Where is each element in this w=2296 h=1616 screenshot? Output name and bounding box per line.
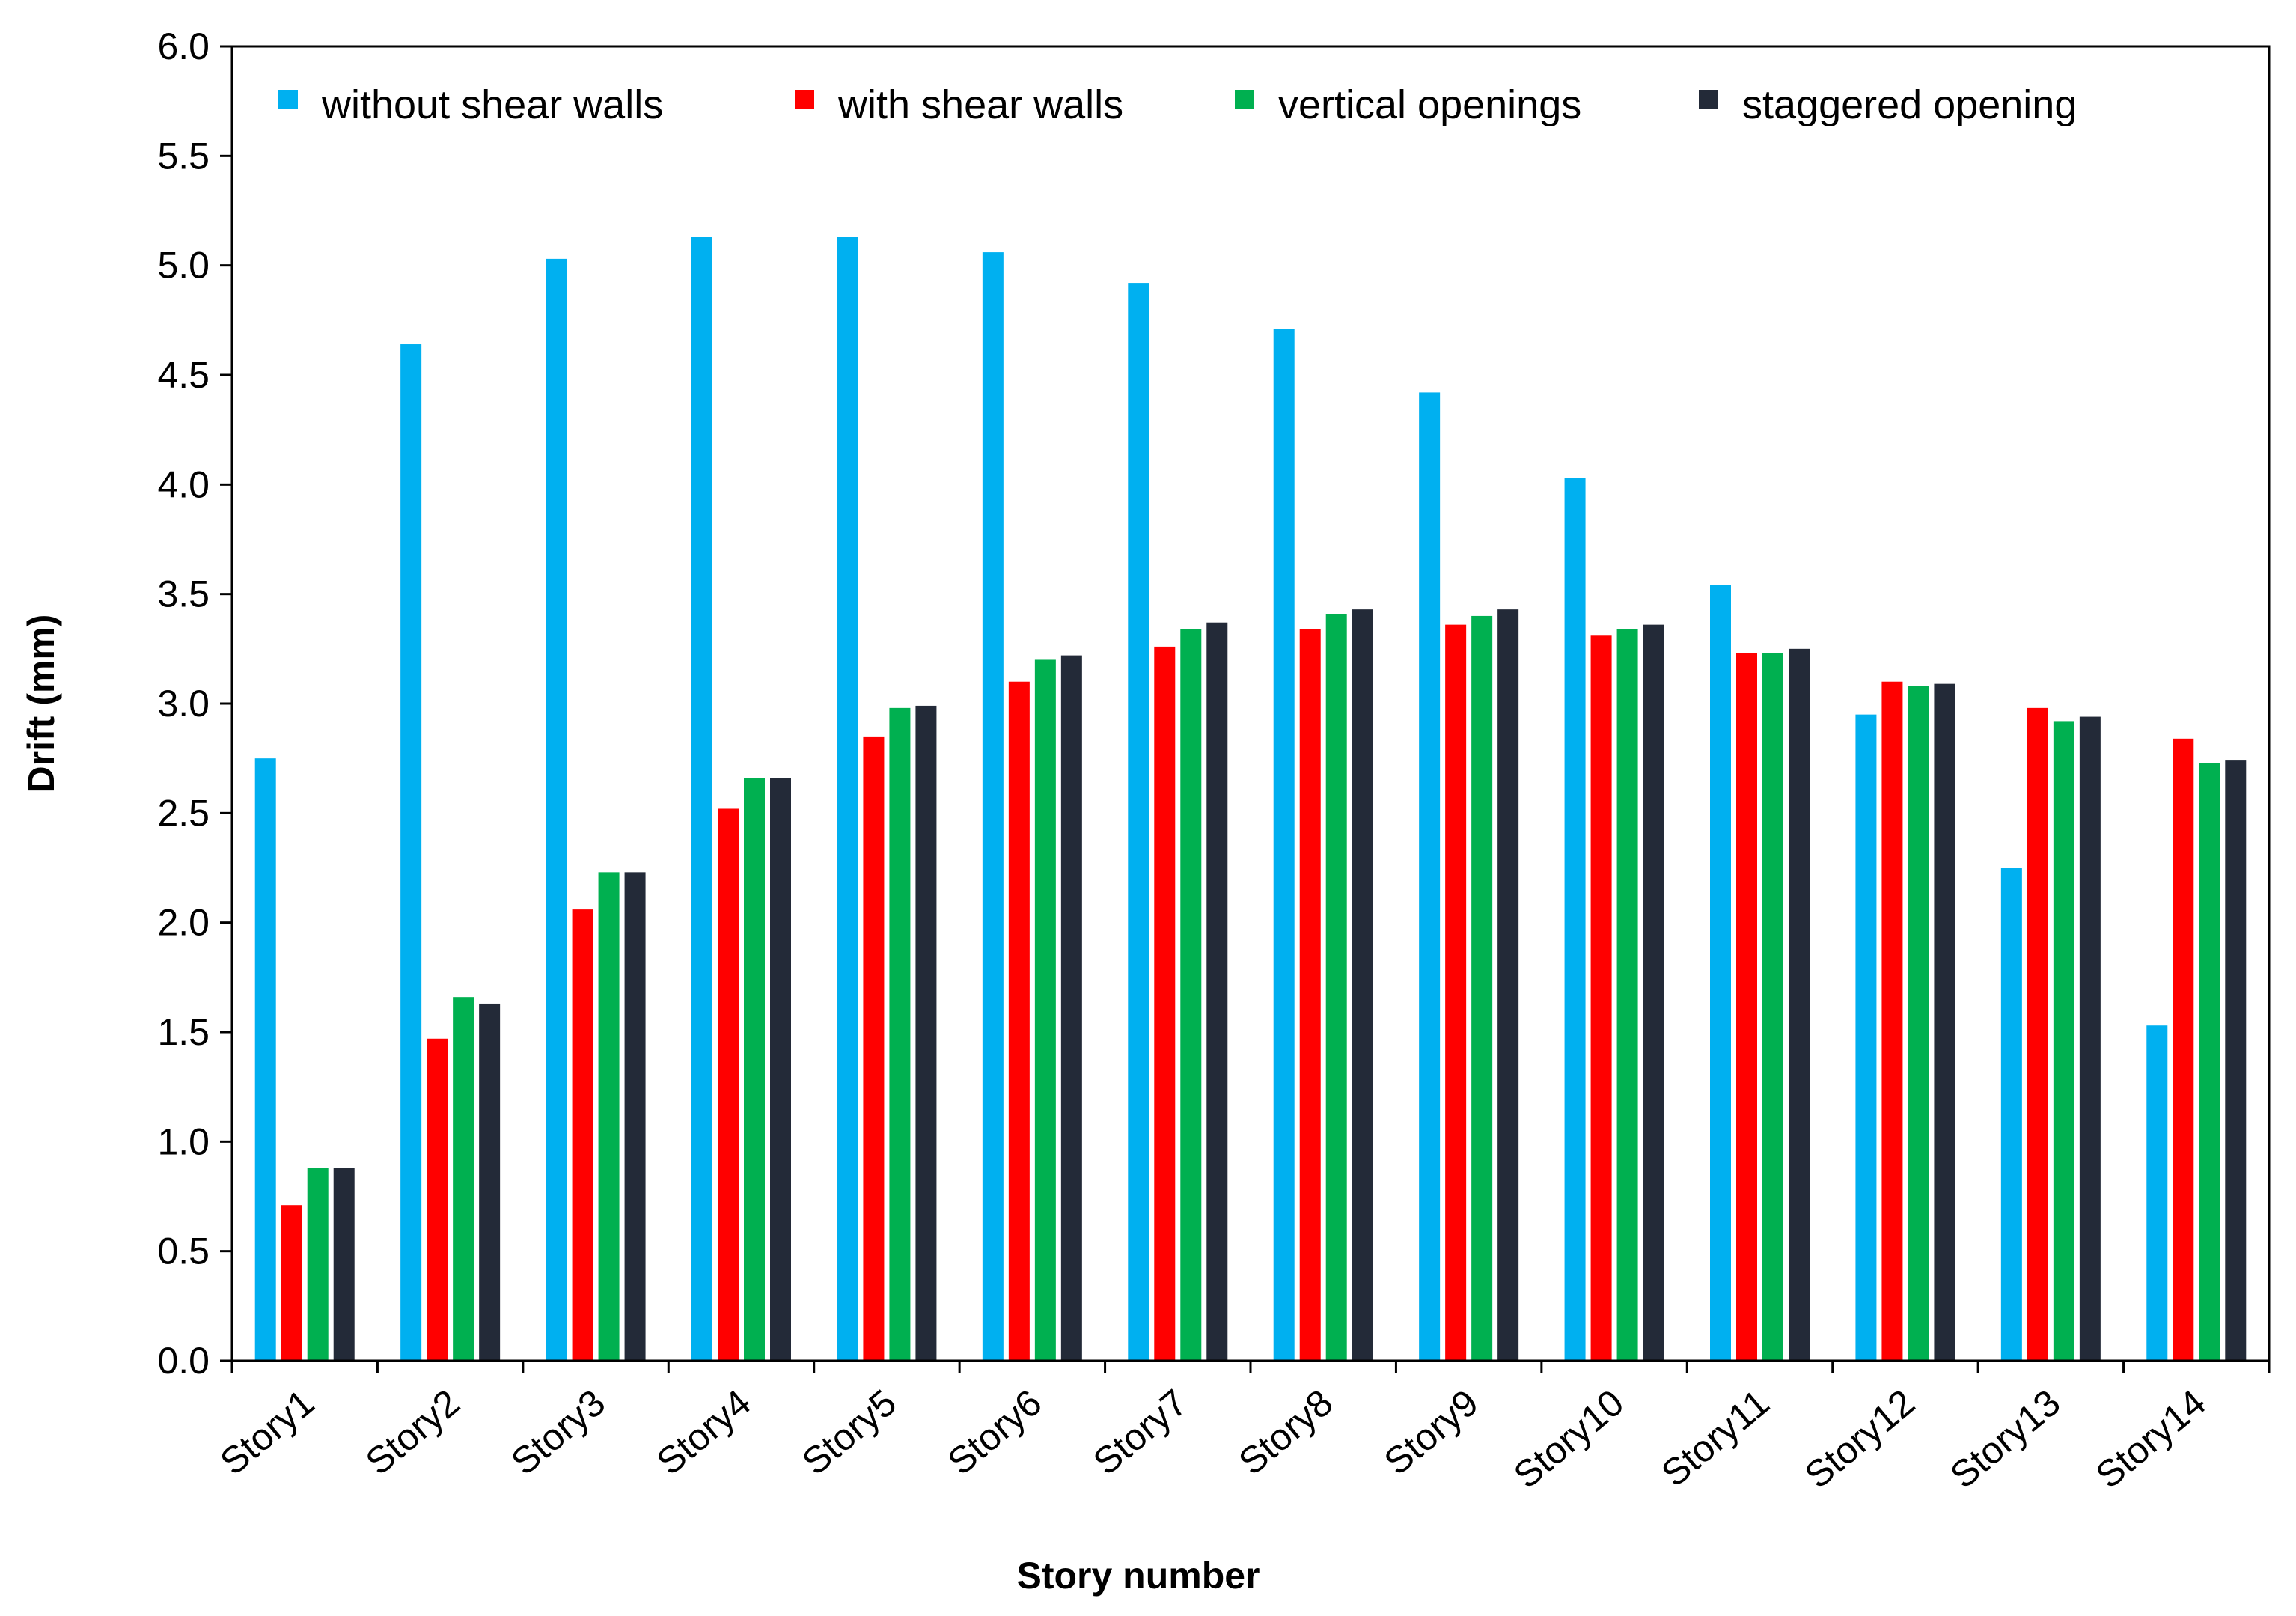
bar-with-shear-walls-story13 bbox=[2027, 707, 2048, 1361]
bar-with-shear-walls-story5 bbox=[863, 736, 885, 1361]
bar-vertical-openings-story1 bbox=[307, 1168, 329, 1361]
bar-without-shear-walls-story12 bbox=[1855, 714, 1877, 1361]
bar-vertical-openings-story6 bbox=[1034, 659, 1056, 1361]
bar-with-shear-walls-story10 bbox=[1590, 635, 1612, 1361]
bar-without-shear-walls-story3 bbox=[546, 258, 567, 1361]
legend-label: vertical openings bbox=[1278, 82, 1581, 127]
legend-swatch bbox=[278, 90, 298, 109]
bar-with-shear-walls-story12 bbox=[1881, 681, 1903, 1361]
bar-staggered-opening-story3 bbox=[624, 872, 646, 1361]
bar-staggered-opening-story13 bbox=[2079, 716, 2101, 1361]
bar-staggered-opening-story12 bbox=[1934, 683, 1955, 1361]
bar-without-shear-walls-story9 bbox=[1419, 392, 1441, 1361]
y-axis-title: Drift (mm) bbox=[20, 615, 62, 793]
bar-with-shear-walls-story7 bbox=[1154, 646, 1176, 1361]
legend-swatch bbox=[1699, 90, 1718, 109]
bar-with-shear-walls-story6 bbox=[1008, 681, 1030, 1361]
bar-staggered-opening-story1 bbox=[333, 1168, 355, 1361]
bar-with-shear-walls-story11 bbox=[1736, 653, 1757, 1361]
plot-frame bbox=[230, 45, 2271, 1362]
legend-swatch bbox=[795, 90, 814, 109]
y-tick-label: 4.5 bbox=[157, 354, 210, 396]
bar-with-shear-walls-story4 bbox=[718, 808, 739, 1361]
bar-without-shear-walls-story2 bbox=[400, 344, 422, 1362]
legend-label: with shear walls bbox=[837, 82, 1123, 127]
legend-label: staggered opening bbox=[1742, 82, 2077, 127]
bar-without-shear-walls-story4 bbox=[691, 237, 712, 1361]
bar-without-shear-walls-story11 bbox=[1710, 585, 1731, 1362]
x-tick-label: Story3 bbox=[503, 1382, 613, 1484]
y-tick-label: 5.5 bbox=[157, 135, 210, 177]
bar-without-shear-walls-story1 bbox=[254, 758, 276, 1361]
bar-with-shear-walls-story1 bbox=[281, 1205, 302, 1361]
bar-with-shear-walls-story8 bbox=[1299, 629, 1321, 1361]
y-tick-label: 0.0 bbox=[157, 1340, 210, 1382]
bar-staggered-opening-story14 bbox=[2225, 760, 2247, 1361]
y-tick-label: 3.5 bbox=[157, 573, 210, 615]
bar-vertical-openings-story5 bbox=[889, 707, 911, 1361]
x-tick-label: Story6 bbox=[940, 1382, 1050, 1484]
bar-vertical-openings-story4 bbox=[744, 778, 765, 1361]
y-tick-label: 1.0 bbox=[157, 1120, 210, 1162]
bar-staggered-opening-story4 bbox=[770, 778, 791, 1361]
bar-staggered-opening-story10 bbox=[1643, 624, 1664, 1361]
bar-staggered-opening-story2 bbox=[479, 1003, 501, 1361]
x-tick-label: Story1 bbox=[213, 1382, 323, 1484]
bar-vertical-openings-story13 bbox=[2053, 721, 2074, 1361]
bar-staggered-opening-story9 bbox=[1497, 609, 1519, 1361]
x-tick-label: Story11 bbox=[1653, 1382, 1777, 1495]
x-axis-title: Story number bbox=[1016, 1555, 1260, 1597]
bar-without-shear-walls-story13 bbox=[2000, 868, 2022, 1361]
y-tick-label: 2.5 bbox=[157, 792, 210, 834]
bars-layer bbox=[254, 237, 2247, 1362]
bar-vertical-openings-story3 bbox=[598, 872, 620, 1361]
x-tick-label: Story8 bbox=[1231, 1382, 1341, 1484]
bar-without-shear-walls-story5 bbox=[837, 237, 858, 1361]
y-tick-label: 0.5 bbox=[157, 1231, 210, 1272]
y-tick-label: 4.0 bbox=[157, 463, 210, 505]
y-tick-label: 3.0 bbox=[157, 683, 210, 725]
x-tick-label: Story12 bbox=[1797, 1382, 1923, 1497]
bar-without-shear-walls-story14 bbox=[2146, 1025, 2168, 1361]
y-tick-label: 5.0 bbox=[157, 245, 210, 287]
y-tick-label: 6.0 bbox=[157, 25, 210, 67]
bar-staggered-opening-story6 bbox=[1060, 655, 1082, 1361]
x-tick-label: Story7 bbox=[1085, 1382, 1195, 1484]
bar-vertical-openings-story14 bbox=[2199, 763, 2220, 1361]
y-tick-label: 1.5 bbox=[157, 1011, 210, 1053]
x-tick-label: Story10 bbox=[1506, 1382, 1631, 1497]
x-tick-label: Story4 bbox=[649, 1382, 759, 1484]
bar-staggered-opening-story5 bbox=[915, 705, 937, 1361]
bar-without-shear-walls-story7 bbox=[1128, 283, 1149, 1362]
legend-swatch bbox=[1235, 90, 1254, 109]
bar-without-shear-walls-story10 bbox=[1564, 478, 1586, 1361]
bar-vertical-openings-story9 bbox=[1471, 615, 1493, 1361]
bar-with-shear-walls-story3 bbox=[572, 909, 593, 1361]
bar-vertical-openings-story10 bbox=[1616, 629, 1638, 1361]
bar-without-shear-walls-story8 bbox=[1273, 329, 1295, 1361]
bar-staggered-opening-story7 bbox=[1206, 622, 1228, 1361]
bar-vertical-openings-story2 bbox=[453, 997, 474, 1361]
bar-with-shear-walls-story14 bbox=[2173, 738, 2194, 1361]
legend-label: without shear walls bbox=[321, 82, 663, 127]
bar-vertical-openings-story12 bbox=[1908, 686, 1929, 1361]
bar-with-shear-walls-story2 bbox=[427, 1038, 448, 1361]
y-tick-label: 2.0 bbox=[157, 902, 210, 944]
bar-staggered-opening-story11 bbox=[1789, 648, 1810, 1361]
x-tick-label: Story5 bbox=[794, 1382, 904, 1484]
legend: without shear walls with shear walls verti… bbox=[278, 82, 2077, 127]
bar-vertical-openings-story8 bbox=[1325, 614, 1347, 1361]
x-tick-label: Story14 bbox=[2088, 1382, 2214, 1497]
bar-staggered-opening-story8 bbox=[1352, 609, 1373, 1361]
bar-without-shear-walls-story6 bbox=[982, 252, 1004, 1361]
x-tick-label: Story13 bbox=[1942, 1382, 2068, 1497]
x-tick-label: Story9 bbox=[1376, 1382, 1486, 1484]
bar-vertical-openings-story11 bbox=[1762, 653, 1783, 1361]
bar-with-shear-walls-story9 bbox=[1445, 624, 1467, 1361]
bar-vertical-openings-story7 bbox=[1180, 629, 1202, 1361]
x-tick-label: Story2 bbox=[358, 1382, 468, 1484]
